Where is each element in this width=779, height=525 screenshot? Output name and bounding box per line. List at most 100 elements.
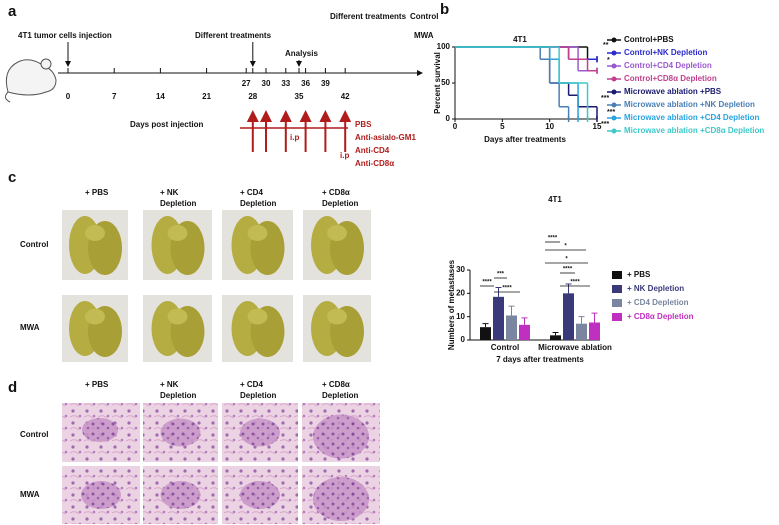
- x-tick-label: 0: [453, 122, 458, 131]
- mouse-icon: [4, 58, 57, 103]
- panel-label: c: [8, 169, 16, 186]
- panel-label: d: [8, 379, 17, 396]
- significance: *: [564, 244, 567, 250]
- significance: **: [603, 42, 609, 49]
- panel-label: a: [8, 3, 17, 20]
- legend-label: Microwave ablation +NK Depletion: [624, 100, 755, 109]
- legend-label: Control+CD4 Depletion: [624, 61, 712, 70]
- tissue-region: [160, 418, 201, 447]
- lung: [247, 225, 268, 241]
- day-label: 28: [248, 92, 257, 101]
- event-label: Control: [410, 12, 438, 21]
- legend-label: Microwave ablation +CD4 Depletion: [624, 113, 759, 122]
- day-label: 36: [301, 79, 310, 88]
- route-label: i.p: [340, 151, 349, 160]
- legend-label: Control+PBS: [624, 35, 674, 44]
- panel-label: b: [440, 1, 449, 18]
- column-header: + PBS: [85, 188, 109, 197]
- tissue-region: [313, 414, 369, 459]
- column-header: + CD8α Depletion: [322, 380, 359, 400]
- y-tick-label: 30: [456, 265, 465, 274]
- significance: ***: [497, 272, 505, 278]
- column-header: + CD8α Depletion: [322, 188, 359, 208]
- event-label: 4T1 tumor cells injection: [18, 31, 112, 40]
- legend-swatch: [612, 299, 622, 307]
- legend-label: + NK Depletion: [627, 284, 684, 293]
- lung: [247, 308, 268, 325]
- row-label: Control: [20, 430, 48, 439]
- lung: [167, 308, 188, 325]
- significance: ***: [601, 121, 609, 128]
- legend-swatch: [612, 313, 622, 321]
- bar: [576, 323, 587, 340]
- event-label: Different treatments: [330, 12, 407, 21]
- significance: ****: [570, 280, 580, 286]
- y-tick-label: 20: [456, 288, 465, 297]
- tissue-region: [313, 477, 369, 521]
- significance: ****: [482, 280, 492, 286]
- legend-label: Control+NK Depletion: [624, 48, 707, 57]
- lung: [327, 225, 347, 241]
- day-label: 14: [156, 92, 165, 101]
- y-tick-label: 0: [461, 335, 466, 344]
- legend-swatch: [611, 63, 617, 69]
- significance: *: [565, 257, 568, 263]
- error-bar: [521, 317, 528, 325]
- day-label: 27: [242, 79, 251, 88]
- lung: [85, 225, 105, 241]
- axis-label: Days post injection: [130, 120, 203, 129]
- row-label: MWA: [20, 323, 40, 332]
- column-header: + PBS: [85, 380, 109, 389]
- significance: *: [607, 57, 610, 64]
- y-tick-label: 10: [456, 312, 465, 321]
- significance: ****: [563, 267, 573, 273]
- bar: [480, 327, 491, 340]
- legend-label: + PBS: [627, 270, 651, 279]
- x-tick-label: Control: [491, 343, 519, 352]
- legend-swatch: [611, 102, 617, 108]
- tissue-region: [160, 481, 201, 509]
- y-tick-label: 0: [446, 114, 451, 123]
- bar: [506, 315, 517, 340]
- x-tick-label: 10: [545, 122, 554, 131]
- x-axis-label: Days after treatments: [484, 135, 566, 144]
- tissue-region: [81, 481, 121, 509]
- error-bar: [565, 283, 572, 294]
- legend-swatch: [611, 115, 617, 121]
- column-header: + CD4 Depletion: [240, 380, 277, 400]
- legend-label: Microwave ablation +PBS: [624, 87, 722, 96]
- treatment-label: PBS: [355, 120, 372, 129]
- x-tick-label: 5: [500, 122, 505, 131]
- day-label: 30: [262, 79, 271, 88]
- legend-label: Control+CD8α Depletion: [624, 74, 717, 83]
- error-bar: [578, 316, 585, 324]
- error-bar: [482, 323, 489, 328]
- bar: [589, 322, 600, 340]
- bar: [550, 335, 561, 340]
- event-label: MWA: [414, 31, 434, 40]
- tissue-region: [240, 418, 280, 447]
- treatment-label: Anti-CD4: [355, 146, 390, 155]
- chart-title: 4T1: [513, 35, 527, 44]
- x-tick-label: Microwave ablation: [538, 343, 612, 352]
- y-tick-label: 50: [441, 78, 450, 87]
- legend-swatch: [611, 76, 617, 82]
- x-tick-label: 15: [593, 122, 602, 131]
- treatment-label: Anti-CD8α: [355, 159, 394, 168]
- lung: [327, 308, 347, 325]
- day-label: 0: [66, 92, 71, 101]
- legend-label: + CD4 Depletion: [627, 298, 689, 307]
- day-label: 39: [321, 79, 330, 88]
- event-label: Different treatments: [195, 31, 272, 40]
- column-header: + CD4 Depletion: [240, 188, 277, 208]
- significance: ***: [607, 109, 615, 116]
- legend-swatch: [611, 128, 617, 134]
- y-axis-label: Numbers of metastases: [447, 259, 456, 350]
- day-label: 33: [281, 79, 290, 88]
- legend-swatch: [611, 89, 617, 95]
- bar: [519, 324, 530, 340]
- treatment-label: Anti-asialo-GM1: [355, 133, 416, 142]
- bar: [493, 296, 504, 340]
- lung: [85, 308, 105, 325]
